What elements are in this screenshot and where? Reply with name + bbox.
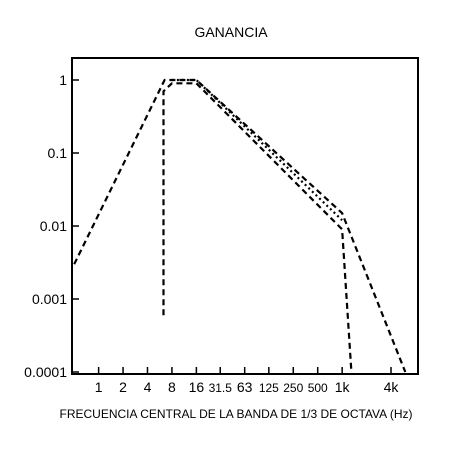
x-tick-label: 8 (168, 379, 176, 395)
y-tick-label: 0.1 (48, 145, 68, 161)
x-tick-label: 250 (283, 381, 303, 395)
x-tick-label: 4 (144, 379, 152, 395)
y-axis: 0.0001 0.001 0.01 0.1 1 (24, 72, 79, 380)
x-tick-label: 4k (384, 379, 400, 395)
series-line-2 (162, 82, 353, 373)
series-line-1 (73, 78, 407, 373)
y-tick-label: 0.01 (40, 218, 67, 234)
plot-frame (71, 57, 419, 375)
x-axis: 1 2 4 8 16 31.5 63 125 250 500 1k 4k (95, 367, 400, 395)
x-tick-label: 125 (259, 381, 279, 395)
series-line-3 (171, 78, 343, 221)
y-tick-label: 0.0001 (24, 364, 67, 380)
x-axis-label: FRECUENCIA CENTRAL DE LA BANDA DE 1/3 DE… (60, 407, 413, 421)
x-tick-label: 63 (237, 379, 253, 395)
y-tick-label: 1 (59, 72, 67, 88)
y-tick-label: 0.001 (32, 291, 67, 307)
series-layer (73, 78, 407, 373)
x-tick-label: 500 (308, 381, 328, 395)
x-tick-label: 16 (189, 379, 205, 395)
x-tick-label: 2 (119, 379, 127, 395)
x-tick-label: 1 (95, 379, 103, 395)
x-tick-label: 1k (335, 379, 351, 395)
chart-title: GANANCIA (194, 24, 268, 40)
x-tick-label: 31.5 (209, 381, 233, 395)
